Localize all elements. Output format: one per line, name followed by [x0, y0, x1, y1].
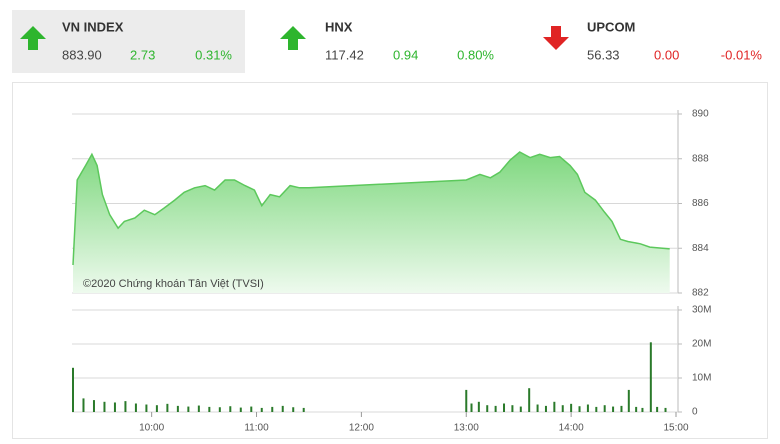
volume-bar — [134, 403, 137, 412]
y-tick-label: 890 — [692, 109, 709, 120]
volume-bar — [302, 407, 305, 412]
volume-bar — [494, 405, 497, 412]
active-tab — [12, 10, 245, 73]
ticker-name: UPCOM — [587, 19, 635, 34]
ticker-change: 0.94 — [393, 47, 418, 62]
y-tick-label: 20M — [692, 339, 711, 350]
volume-bar — [176, 405, 179, 412]
y-tick-label: 10M — [692, 373, 711, 384]
ticker-change: 2.73 — [130, 47, 155, 62]
y-tick-label: 882 — [692, 288, 709, 299]
volume-bar — [197, 405, 200, 412]
volume-bar — [208, 406, 211, 412]
y-tick-label: 888 — [692, 153, 709, 164]
volume-bar — [103, 401, 106, 412]
volume-bar — [544, 405, 547, 412]
volume-bar — [656, 406, 659, 412]
ticker[interactable]: HNX 117.42 0.94 0.80% — [280, 19, 494, 62]
ticker-price: 56.33 — [587, 47, 620, 62]
volume-bar — [229, 406, 232, 412]
volume-bar — [470, 403, 473, 412]
volume-bar — [528, 388, 531, 412]
ticker-pct: 0.80% — [457, 47, 494, 62]
x-tick-label: 10:00 — [139, 423, 164, 434]
y-tick-label: 0 — [692, 407, 698, 418]
ticker-pct: 0.31% — [195, 47, 232, 62]
volume-bar — [511, 405, 514, 412]
volume-bar — [187, 406, 190, 412]
volume-bar — [82, 398, 85, 412]
volume-bar — [570, 403, 573, 412]
volume-bar — [649, 342, 652, 412]
ticker-name: VN INDEX — [62, 19, 124, 34]
watermark: ©2020 Chứng khoán Tân Việt (TVSI) — [83, 278, 264, 290]
y-tick-label: 884 — [692, 243, 709, 254]
ticker[interactable]: VN INDEX 883.90 2.73 0.31% — [20, 19, 232, 62]
volume-bar — [113, 402, 116, 412]
ticker-change: 0.00 — [654, 47, 679, 62]
volume-bar — [92, 400, 95, 412]
volume-bar — [519, 406, 522, 412]
ticker-name: HNX — [325, 19, 353, 34]
x-tick-label: 11:00 — [244, 423, 269, 434]
direction-arrow — [543, 26, 569, 50]
ticker-pct: -0.01% — [721, 47, 763, 62]
x-tick-label: 12:00 — [349, 423, 374, 434]
volume-bar — [561, 405, 564, 412]
volume-bar — [612, 406, 615, 412]
volume-bar — [166, 403, 169, 412]
volume-bar — [578, 406, 581, 412]
volume-bar — [465, 389, 468, 412]
volume-bar — [664, 407, 667, 412]
volume-bar — [292, 407, 295, 412]
ticker[interactable]: UPCOM 56.33 0.00 -0.01% — [543, 19, 762, 62]
volume-bar — [595, 406, 598, 412]
volume-bar — [641, 407, 644, 412]
y-tick-label: 30M — [692, 305, 711, 316]
volume-bar — [145, 404, 148, 412]
x-tick-label: 13:00 — [454, 423, 479, 434]
volume-bar — [218, 407, 221, 412]
volume-bar — [620, 405, 623, 412]
volume-bar — [553, 401, 556, 412]
y-tick-label: 886 — [692, 198, 709, 209]
volume-bar — [124, 401, 127, 412]
volume-bar — [635, 406, 638, 412]
volume-bar — [477, 401, 480, 412]
plots: 882 884 886 888 890 ©2020 Chứng khoán Tân Việ… — [72, 109, 711, 434]
x-tick-label: 14:00 — [559, 423, 584, 434]
volume-bar — [155, 405, 158, 412]
ticker-price: 883.90 — [62, 47, 102, 62]
volume-bar — [603, 405, 606, 412]
volume-bar — [486, 405, 489, 412]
volume-bar — [503, 403, 506, 412]
ticker-price: 117.42 — [325, 47, 364, 62]
volume-bar — [260, 407, 263, 412]
volume-bar — [627, 389, 630, 412]
volume-bar — [239, 407, 242, 412]
price-area — [73, 152, 670, 293]
direction-arrow — [20, 26, 46, 50]
x-tick-label: 15:00 — [663, 423, 688, 434]
volume-bar — [250, 406, 253, 412]
volume-bar — [281, 405, 284, 412]
price-line — [72, 151, 670, 266]
volume-bar — [72, 367, 74, 412]
direction-arrow — [280, 26, 306, 50]
ticker-bar: VN INDEX 883.90 2.73 0.31% HNX 117.42 0.94 0.80… — [20, 19, 762, 62]
volume-bar — [586, 404, 589, 412]
volume-bar — [536, 404, 539, 412]
volume-bar — [271, 406, 274, 412]
